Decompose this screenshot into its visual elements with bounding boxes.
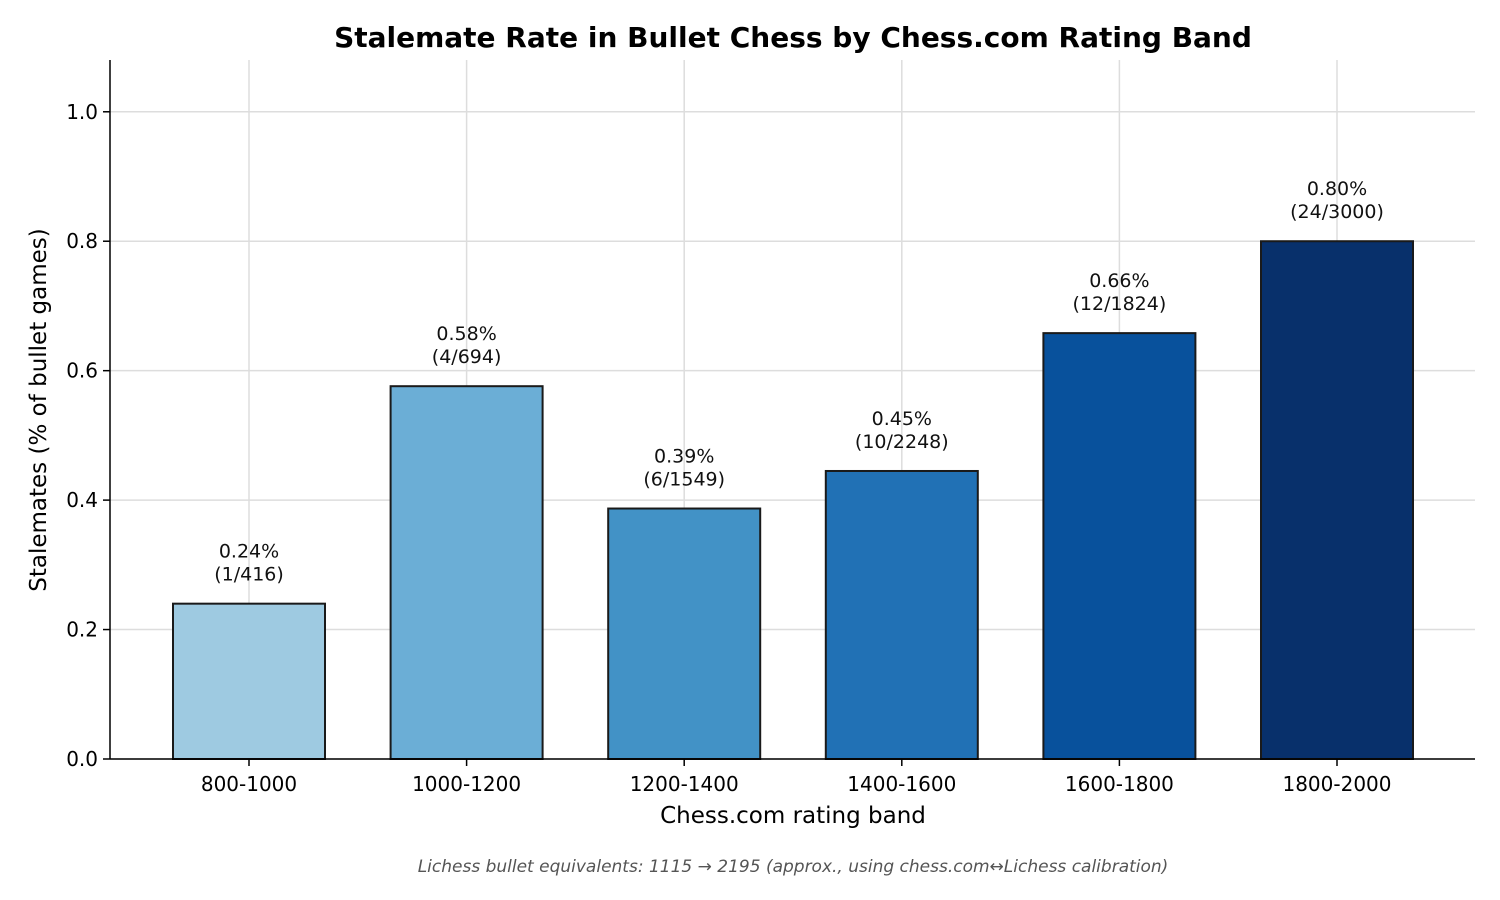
chart-caption: Lichess bullet equivalents: 1115 → 2195 … [418, 857, 1169, 877]
bar-count-label: (1/416) [214, 564, 284, 586]
y-tick-label: 1.0 [66, 100, 98, 124]
x-tick-label: 1200-1400 [630, 772, 739, 796]
bar-count-label: (12/1824) [1073, 293, 1167, 315]
bar-count-label: (6/1549) [643, 469, 725, 491]
bar-800-1000 [172, 602, 326, 761]
axes [109, 60, 1475, 760]
bar-1200-1400 [607, 507, 762, 760]
bar-1600-1800 [1042, 332, 1197, 760]
x-tick-label: 800-1000 [201, 772, 297, 796]
bars [172, 240, 1414, 761]
bar-1800-2000 [1260, 240, 1414, 760]
y-tick-label: 0.8 [66, 229, 98, 253]
y-tick-label: 0.0 [66, 747, 98, 771]
x-tick-label: 1400-1600 [847, 772, 956, 796]
bar-count-label: (24/3000) [1290, 201, 1384, 223]
bar-1400-1600 [824, 469, 979, 760]
bar-value-label: 0.58% [436, 323, 496, 345]
y-tick-label: 0.6 [66, 359, 98, 383]
x-axis-label: Chess.com rating band [660, 803, 926, 829]
bar-labels: 0.24%(1/416) 0.58%(4/694) 0.39%(6/1549) 0.4… [214, 178, 1384, 585]
bar-count-label: (10/2248) [855, 431, 949, 453]
bar-value-label: 0.45% [872, 408, 932, 430]
y-tick-label: 0.2 [66, 618, 98, 642]
chart-title: Stalemate Rate in Bullet Chess by Chess.… [334, 21, 1252, 54]
y-axis-label: Stalemates (% of bullet games) [26, 228, 52, 591]
x-ticks: 800-1000 1000-1200 1200-1400 1400-1600 1600-… [201, 759, 1392, 796]
bar-value-label: 0.24% [219, 541, 279, 563]
y-ticks: 0.0 0.2 0.4 0.6 0.8 1.0 [66, 100, 110, 771]
grid-lines [110, 60, 1475, 760]
x-tick-label: 1600-1800 [1065, 772, 1174, 796]
bar-value-label: 0.66% [1089, 270, 1149, 292]
bar-1000-1200 [389, 385, 544, 760]
bar-value-label: 0.39% [654, 446, 714, 468]
bar-value-label: 0.80% [1307, 178, 1367, 200]
x-tick-label: 1800-2000 [1282, 772, 1391, 796]
bar-count-label: (4/694) [432, 346, 502, 368]
x-tick-label: 1000-1200 [412, 772, 521, 796]
y-tick-label: 0.4 [66, 488, 98, 512]
